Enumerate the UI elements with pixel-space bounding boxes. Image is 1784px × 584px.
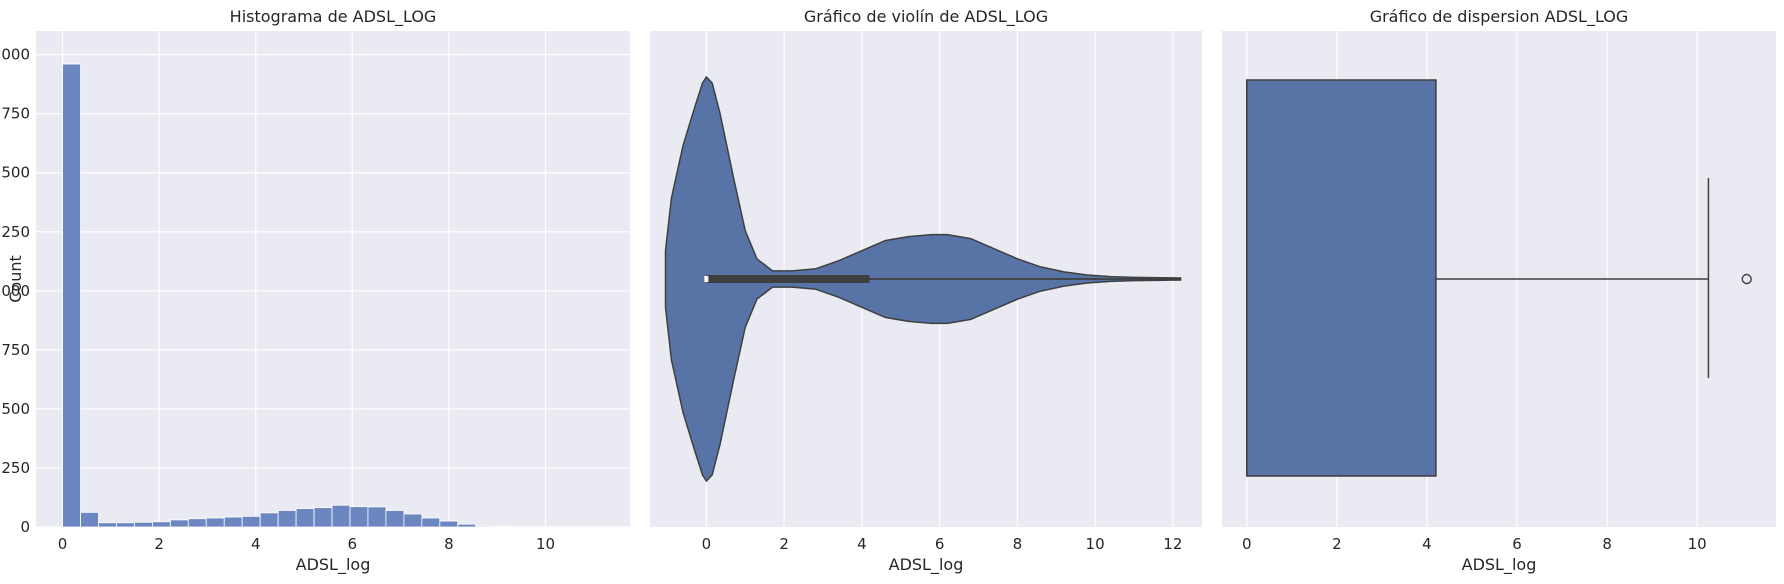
histogram-y-ticks: 0 250 500 750 1000 1250 1500 1750 2000 [0, 46, 30, 536]
violin-x-label: ADSL_log [889, 555, 964, 575]
violin-marks [664, 75, 1182, 483]
histogram-x-label: ADSL_log [296, 555, 371, 575]
violin-x-tick-label: 4 [857, 535, 867, 553]
boxplot-x-tick-label: 0 [1242, 535, 1252, 553]
histogram-bar [277, 510, 297, 528]
boxplot-x-ticks: 0 2 4 6 8 10 [1242, 535, 1707, 553]
histogram-x-tick-label: 8 [444, 535, 454, 553]
boxplot-x-tick-label: 10 [1688, 535, 1707, 553]
histogram-bar [169, 519, 189, 528]
histogram-bar [367, 506, 387, 528]
histogram-y-tick-label: 750 [1, 341, 30, 359]
histogram-bar [98, 522, 117, 528]
histogram-bar [385, 510, 405, 528]
histogram-x-tick-label: 6 [348, 535, 358, 553]
histogram-bars [62, 63, 531, 528]
histogram-y-tick-label: 1000 [0, 282, 30, 300]
boxplot-x-tick-label: 8 [1602, 535, 1612, 553]
histogram-x-tick-label: 0 [58, 535, 68, 553]
boxplot-box [1246, 79, 1437, 477]
violin-x-tick-label: 12 [1163, 535, 1182, 553]
histogram-panel: 0 2 4 6 8 10 0 250 500 750 1000 1250 1500 1750 2000 H… [0, 7, 630, 575]
histogram-bar [421, 517, 441, 528]
histogram-y-tick-label: 250 [1, 459, 30, 477]
histogram-bar [475, 525, 495, 528]
histogram-x-tick-label: 4 [251, 535, 261, 553]
boxplot-outlier [1741, 273, 1752, 285]
histogram-y-tick-label: 0 [20, 518, 30, 536]
histogram-bar [349, 506, 369, 528]
histogram-bar [80, 511, 99, 528]
violin-median [704, 276, 709, 282]
histogram-bar [223, 516, 243, 528]
histogram-y-label: Count [6, 255, 25, 303]
histogram-gridlines [36, 31, 630, 528]
boxplot-panel: 0 2 4 6 8 10 Gráfico de dispersion ADSL_LOG A… [1222, 7, 1776, 575]
histogram-bar [205, 517, 225, 528]
histogram-bar [295, 508, 315, 528]
histogram-x-tick-label: 10 [536, 535, 555, 553]
violin-x-tick-label: 2 [779, 535, 789, 553]
histogram-bar [187, 518, 207, 528]
violin-x-tick-label: 10 [1086, 535, 1105, 553]
histogram-bar [259, 512, 279, 528]
violin-x-tick-label: 8 [1013, 535, 1023, 553]
histogram-x-tick-label: 2 [154, 535, 164, 553]
violin-x-tick-label: 6 [935, 535, 945, 553]
boxplot-title: Gráfico de dispersion ADSL_LOG [1370, 7, 1629, 27]
boxplot-x-label: ADSL_log [1462, 555, 1537, 575]
histogram-y-tick-label: 500 [1, 400, 30, 418]
boxplot-x-tick-label: 6 [1512, 535, 1522, 553]
histogram-y-tick-label: 1500 [0, 164, 30, 182]
boxplot-marks [1246, 79, 1752, 477]
histogram-bar [331, 504, 351, 528]
histogram-y-tick-label: 1250 [0, 223, 30, 241]
boxplot-x-tick-label: 4 [1422, 535, 1432, 553]
histogram-y-tick-label: 2000 [0, 46, 30, 64]
histogram-bar [62, 63, 81, 528]
histogram-title: Histograma de ADSL_LOG [230, 7, 437, 27]
histogram-bar [439, 520, 459, 528]
violin-x-tick-label: 0 [702, 535, 712, 553]
histogram-bar [457, 523, 477, 528]
histogram-bar [313, 507, 333, 528]
histogram-bar [116, 522, 135, 528]
histogram-plot-area [36, 31, 630, 527]
violin-iqr-box [706, 275, 870, 283]
histogram-bar [241, 515, 261, 528]
violin-panel: 0 2 4 6 8 10 12 Gráfico de violín de ADSL_LOG … [650, 7, 1202, 575]
histogram-x-ticks: 0 2 4 6 8 10 [58, 535, 555, 553]
violin-x-ticks: 0 2 4 6 8 10 12 [702, 535, 1183, 553]
boxplot-x-tick-label: 2 [1332, 535, 1342, 553]
violin-title: Gráfico de violín de ADSL_LOG [804, 7, 1048, 27]
histogram-bar [134, 521, 153, 528]
histogram-bar [403, 513, 423, 528]
histogram-y-tick-label: 1750 [0, 105, 30, 123]
histogram-bar [151, 521, 171, 528]
